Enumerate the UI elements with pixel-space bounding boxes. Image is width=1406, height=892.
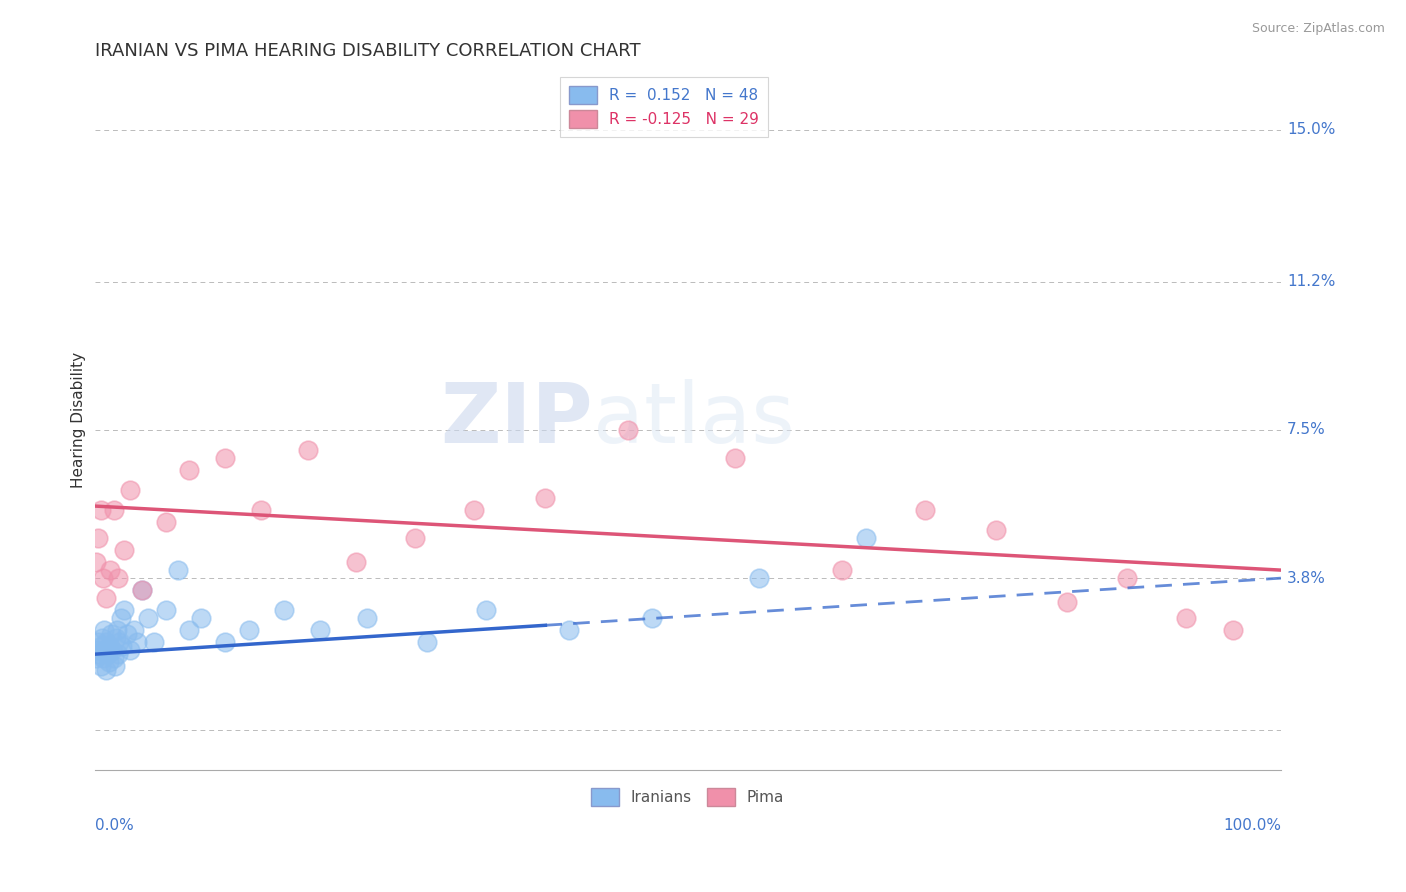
Text: ZIP: ZIP (440, 379, 593, 460)
Text: 11.2%: 11.2% (1286, 275, 1336, 289)
Point (558, 623, 581, 637)
Point (136, 611, 159, 625)
Point (344, 555, 367, 569)
Point (724, 450, 747, 465)
Point (89, 659, 111, 673)
Point (97, 647, 120, 661)
Point (101, 643, 124, 657)
Point (1222, 623, 1244, 637)
Point (463, 503, 485, 517)
Point (404, 531, 426, 545)
Point (104, 631, 127, 645)
Point (914, 503, 936, 517)
Point (90, 631, 112, 645)
Point (122, 623, 145, 637)
Point (104, 659, 127, 673)
Point (120, 643, 142, 657)
Point (84, 555, 107, 569)
Legend: Iranians, Pima: Iranians, Pima (585, 782, 790, 812)
Point (416, 635, 439, 649)
Point (98, 639, 121, 653)
Point (131, 583, 153, 598)
Point (986, 523, 1008, 537)
Point (96, 591, 118, 606)
Point (475, 603, 498, 617)
Point (641, 611, 664, 625)
Point (155, 603, 177, 617)
Point (131, 583, 153, 598)
Point (89, 647, 111, 661)
Point (273, 603, 295, 617)
Point (1056, 595, 1078, 609)
Point (110, 611, 132, 625)
Point (831, 563, 853, 577)
Point (103, 651, 125, 665)
Point (93, 623, 115, 637)
Text: 100.0%: 100.0% (1223, 818, 1281, 833)
Point (84, 651, 107, 665)
Point (96, 663, 118, 677)
Text: 3.8%: 3.8% (1286, 571, 1326, 586)
Point (179, 623, 201, 637)
Point (356, 611, 378, 625)
Point (115, 627, 138, 641)
Text: IRANIAN VS PIMA HEARING DISABILITY CORRELATION CHART: IRANIAN VS PIMA HEARING DISABILITY CORRE… (94, 42, 640, 60)
Point (534, 491, 557, 505)
Text: 15.0%: 15.0% (1286, 122, 1336, 137)
Point (91, 571, 114, 585)
Point (112, 543, 135, 558)
Point (108, 635, 131, 649)
Point (120, 483, 142, 497)
Point (190, 611, 212, 625)
Text: 7.5%: 7.5% (1286, 423, 1326, 437)
Point (94, 643, 117, 657)
Point (100, 627, 122, 641)
Point (91, 651, 114, 665)
Point (127, 635, 149, 649)
Text: atlas: atlas (593, 379, 794, 460)
Point (89, 503, 111, 517)
Point (214, 450, 236, 465)
Text: Source: ZipAtlas.com: Source: ZipAtlas.com (1251, 22, 1385, 36)
Point (97, 655, 120, 669)
Point (748, 571, 770, 585)
Point (112, 603, 135, 617)
Point (107, 647, 129, 661)
Point (309, 623, 332, 637)
Point (238, 623, 260, 637)
Point (166, 563, 188, 577)
Point (87, 531, 110, 545)
Point (86, 643, 108, 657)
Point (107, 571, 129, 585)
Point (111, 639, 134, 653)
Point (155, 515, 177, 529)
Point (96, 635, 118, 649)
Text: 0.0%: 0.0% (94, 818, 134, 833)
Point (87, 635, 110, 649)
Y-axis label: Hearing Disability: Hearing Disability (72, 352, 86, 488)
Point (855, 531, 877, 545)
Point (1175, 611, 1198, 625)
Point (617, 423, 640, 437)
Point (98, 563, 121, 577)
Point (249, 503, 271, 517)
Point (297, 442, 319, 457)
Point (89, 639, 111, 653)
Point (214, 635, 236, 649)
Point (179, 463, 201, 477)
Point (103, 503, 125, 517)
Point (142, 635, 165, 649)
Point (105, 623, 128, 637)
Point (1115, 571, 1137, 585)
